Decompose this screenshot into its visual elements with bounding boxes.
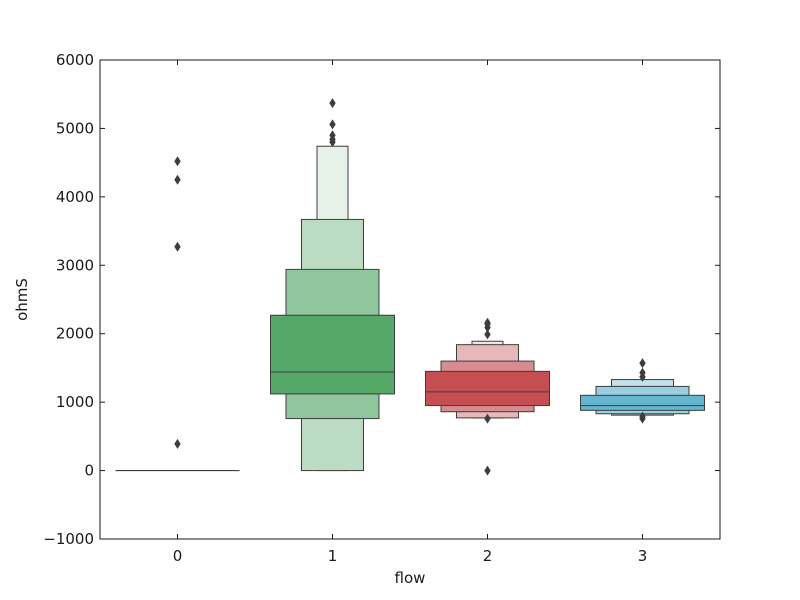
y-tick-label: −1000	[43, 530, 94, 548]
x-tick-label: 3	[638, 547, 648, 565]
y-tick-label: 1000	[56, 393, 94, 411]
plot-frame	[99, 59, 721, 540]
axis-ticks: −1000 0 1000 2000 3000 4000 5000 6000 0 1 2 3	[43, 51, 720, 565]
outlier-point	[174, 174, 181, 185]
x-tick-label: 0	[173, 547, 183, 565]
y-tick-label: 4000	[56, 188, 94, 206]
outlier-point	[484, 317, 491, 328]
outlier-point	[484, 329, 491, 340]
outlier-point	[639, 411, 646, 422]
x-tick-label: 2	[483, 547, 493, 565]
outlier-point	[329, 130, 336, 141]
boxen-box	[580, 394, 705, 411]
outlier-point	[329, 119, 336, 130]
outlier-point	[484, 465, 491, 476]
y-tick-label: 6000	[56, 51, 94, 69]
boxen-group-3	[580, 358, 705, 424]
y-axis-label: ohmS	[13, 278, 31, 321]
boxen-box	[425, 370, 550, 407]
boxen-group-1	[270, 98, 395, 472]
y-tick-label: 0	[84, 462, 94, 480]
boxen-group-0	[115, 156, 240, 472]
outlier-point	[639, 367, 646, 378]
y-tick-label: 3000	[56, 256, 94, 274]
boxen-group-2	[425, 317, 550, 476]
boxen-box	[270, 314, 395, 395]
x-tick-label: 1	[328, 547, 338, 565]
chart-marks	[115, 98, 705, 476]
outlier-point	[329, 98, 336, 109]
x-axis-label: flow	[395, 569, 426, 587]
outlier-point	[174, 156, 181, 167]
y-tick-label: 2000	[56, 325, 94, 343]
outlier-point	[174, 241, 181, 252]
outlier-point	[174, 438, 181, 449]
y-tick-label: 5000	[56, 119, 94, 137]
outlier-point	[484, 413, 491, 424]
outlier-point	[639, 358, 646, 369]
